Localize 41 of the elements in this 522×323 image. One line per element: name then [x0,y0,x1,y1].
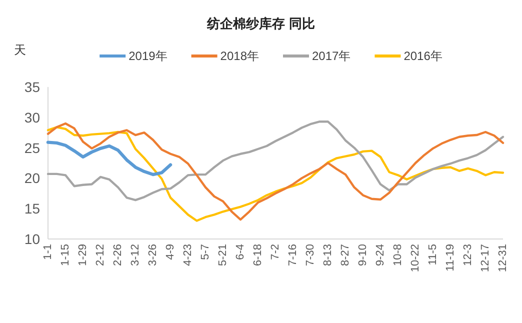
x-tick-label: 11-19 [444,244,456,272]
y-tick-label: 35 [24,79,40,95]
x-tick-label: 2-26 [112,244,124,266]
x-tick-label: 1-29 [77,244,89,266]
x-tick-label: 7-2 [270,244,282,260]
x-tick-label: 12-17 [480,244,492,272]
legend-label: 2019年 [128,49,168,63]
line-series [46,140,172,176]
x-tick-label: 11-5 [427,244,439,266]
x-tick-label: 6-18 [252,244,264,266]
x-tick-label: 1-1 [42,244,54,260]
x-tick-label: 4-9 [164,244,176,260]
x-tick-label: 8-27 [340,244,352,266]
x-tick-label: 7-30 [304,244,316,266]
y-tick-label: 10 [24,231,40,247]
legend-label: 2018年 [220,49,259,63]
y-tick-label: 20 [24,170,40,186]
line-series [46,120,504,202]
y-tick-label: 25 [24,140,40,156]
x-tick-label: 9-24 [374,244,386,266]
x-tick-label: 9-10 [357,244,369,266]
x-tick-label: 6-4 [234,244,246,260]
x-tick-label: 5-7 [200,244,212,260]
legend-label: 2017年 [312,49,351,63]
x-tick-label: 4-23 [182,244,194,266]
x-tick-label: 3-26 [147,244,159,266]
x-tick-label: 2-12 [94,244,106,266]
x-tick-label: 8-13 [322,244,334,266]
legend-label: 2016年 [404,49,442,63]
x-tick-label: 3-12 [130,244,142,266]
x-tick-label: 10-22 [410,244,422,272]
x-tick-label: 7-16 [287,244,299,266]
x-tick-label: 12-3 [462,244,474,266]
chart-title: 纺企棉纱库存 同比 [206,16,315,31]
x-tick-label: 10-8 [392,244,404,266]
y-tick-label: 15 [24,200,40,217]
x-tick-label: 12-31 [497,244,509,272]
x-tick-label: 5-21 [217,244,229,266]
x-tick-label: 1-15 [60,244,72,266]
y-axis-title: 天 [14,43,26,57]
y-tick-label: 30 [24,109,40,126]
